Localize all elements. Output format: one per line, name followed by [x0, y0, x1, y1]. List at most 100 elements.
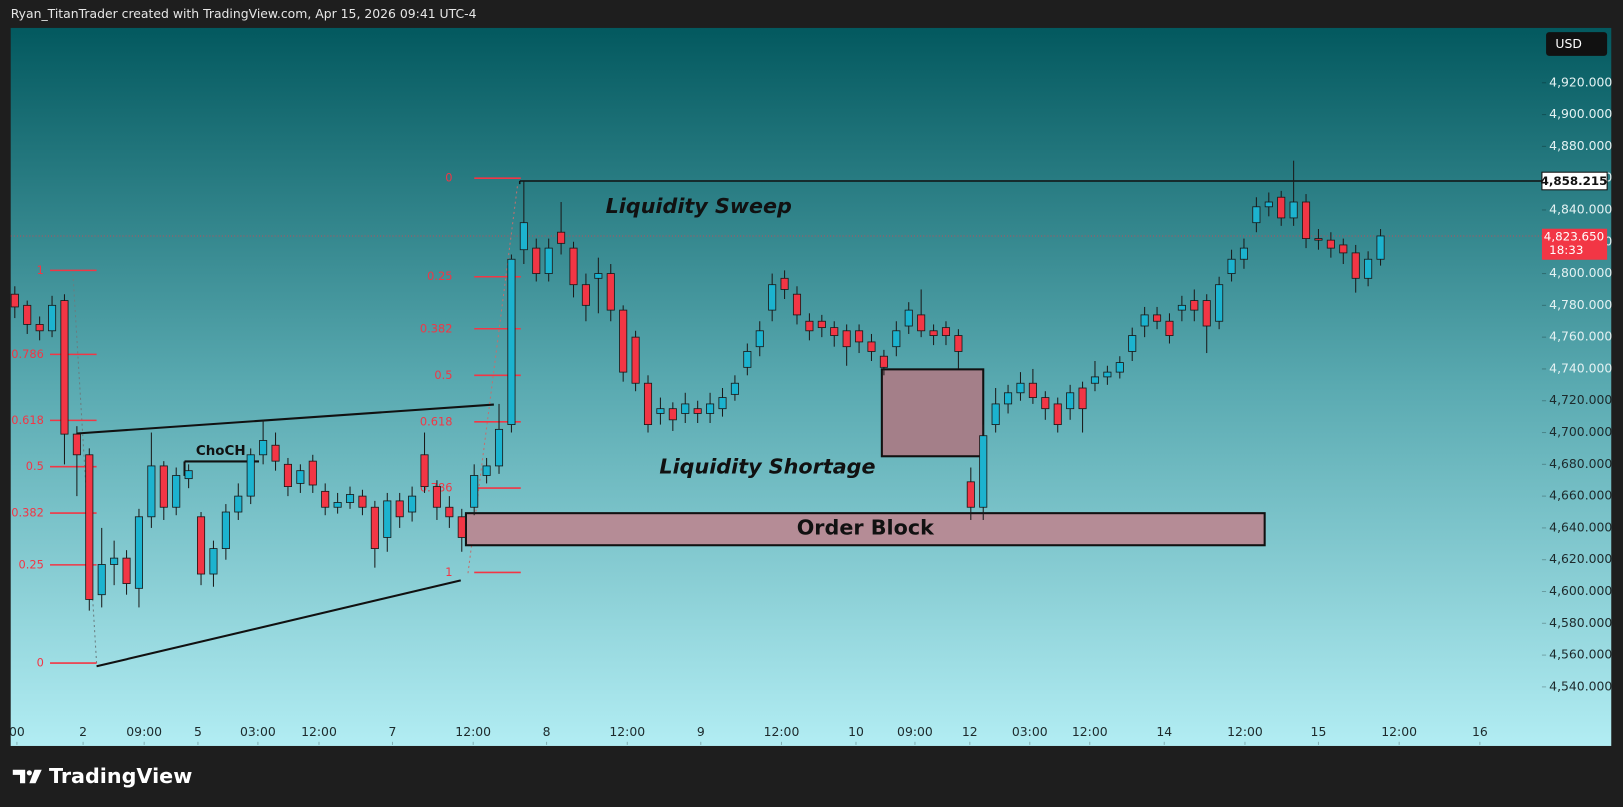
candle-body — [1053, 403, 1062, 425]
y-tick-label: 4,620.000 — [1549, 551, 1612, 566]
candle-body — [1364, 258, 1373, 279]
fib-label: 0.786 — [11, 347, 44, 361]
candle-body — [1239, 247, 1248, 260]
x-tick-label: 12:00 — [1072, 724, 1108, 739]
y-tick-label: 4,780.000 — [1549, 297, 1612, 312]
candle-body — [494, 428, 504, 467]
y-tick-label: 4,740.000 — [1549, 360, 1612, 375]
candle-body — [110, 557, 119, 565]
order-block-box — [464, 512, 1266, 547]
fib-label: 0.5 — [26, 459, 44, 473]
candle-body — [1004, 392, 1013, 405]
x-tick-label: 12:00 — [1227, 724, 1263, 739]
x-tick-label: 12:00 — [1381, 724, 1417, 739]
candle-body — [333, 502, 342, 508]
logo-text: TradingView — [49, 764, 192, 788]
candle-body — [122, 557, 131, 584]
x-tick-label: 03:00 — [1012, 724, 1048, 739]
y-tick-label: 4,540.000 — [1549, 678, 1612, 693]
candle-body — [420, 454, 429, 487]
fib-label: 1 — [445, 565, 452, 579]
candle-body — [817, 320, 826, 329]
candle-body — [941, 327, 951, 336]
candle-body — [519, 222, 528, 251]
candle-body — [879, 355, 888, 368]
candle-body — [1351, 252, 1360, 279]
candle-body — [209, 548, 218, 575]
candle-body — [134, 516, 143, 589]
candle-body — [48, 304, 57, 332]
x-tick-label: 5 — [194, 724, 202, 739]
currency-button[interactable] — [1546, 32, 1608, 56]
currency-label[interactable]: USD — [1555, 36, 1582, 51]
wedge-line — [96, 579, 462, 668]
candle-body — [1177, 304, 1186, 311]
candle-body — [1376, 235, 1385, 260]
price-label: 4,858.215 — [1541, 174, 1608, 188]
candle-body — [792, 293, 802, 316]
candle-body — [681, 403, 690, 414]
x-tick-label: 09:00 — [126, 724, 162, 739]
candle-body — [706, 403, 715, 414]
candle-body — [395, 500, 404, 518]
logo-icon — [12, 769, 26, 784]
candle-body — [321, 490, 330, 508]
candle-body — [1153, 314, 1162, 322]
candle-body — [1041, 397, 1050, 410]
fib-connector — [72, 271, 98, 664]
candle-body — [1264, 201, 1273, 208]
candle-body — [569, 247, 578, 286]
candle-body — [917, 314, 926, 332]
logo-icon — [29, 769, 42, 784]
candle-body — [718, 397, 727, 410]
candle-body — [1140, 314, 1149, 327]
x-tick-label: 09:00 — [897, 724, 933, 739]
candle-body — [768, 284, 777, 311]
candle-body — [507, 258, 516, 425]
candle-body — [606, 273, 615, 311]
fib-label: 0 — [37, 656, 44, 670]
candle-body — [557, 231, 566, 244]
y-tick-label: 4,640.000 — [1549, 519, 1612, 534]
y-tick-label: 4,840.000 — [1549, 201, 1612, 216]
y-tick-label: 4,720.000 — [1549, 392, 1612, 407]
logo: TradingView — [12, 764, 192, 788]
candle-body — [197, 516, 206, 575]
candle-body — [271, 444, 280, 462]
liquidity-box — [880, 368, 985, 458]
fib-label: 0.25 — [427, 269, 452, 283]
x-tick-label: 2 — [79, 724, 87, 739]
candle-body — [643, 382, 653, 425]
candle-body — [892, 330, 901, 348]
candle-body — [308, 460, 317, 486]
candle-body — [221, 511, 230, 549]
plot-layer: 1 0.786 0.618 0.5 0.382 0.25 0 0 0.25 0.382 0.5 0.6… — [10, 160, 1542, 670]
candle-body — [1078, 387, 1087, 410]
candle-body — [246, 454, 255, 497]
x-tick-label: 00 — [9, 724, 25, 739]
candle-body — [668, 408, 677, 421]
fib-label: 0 — [445, 171, 452, 185]
candle-body — [1215, 284, 1224, 322]
x-tick-label: 10 — [848, 724, 864, 739]
candle-body — [743, 351, 752, 368]
logo-icon — [26, 770, 32, 776]
candle-body — [408, 495, 417, 513]
candle-body — [954, 335, 963, 352]
y-tick-label: 4,760.000 — [1549, 329, 1612, 344]
current-price-box — [1541, 228, 1608, 260]
y-tick-label: 4,600.000 — [1549, 583, 1612, 598]
candle-body — [370, 506, 379, 549]
candle-body — [544, 247, 553, 274]
candle-body — [1115, 362, 1124, 373]
candle-body — [830, 327, 839, 336]
candle-body — [532, 247, 541, 274]
x-tick-label: 03:00 — [240, 724, 276, 739]
fib-label: 0.25 — [18, 557, 43, 571]
candle-body — [867, 341, 876, 352]
candle-body — [1339, 244, 1348, 254]
wedge-line — [76, 403, 494, 435]
candle-body — [581, 284, 590, 306]
annotation: Order Block — [797, 516, 935, 540]
